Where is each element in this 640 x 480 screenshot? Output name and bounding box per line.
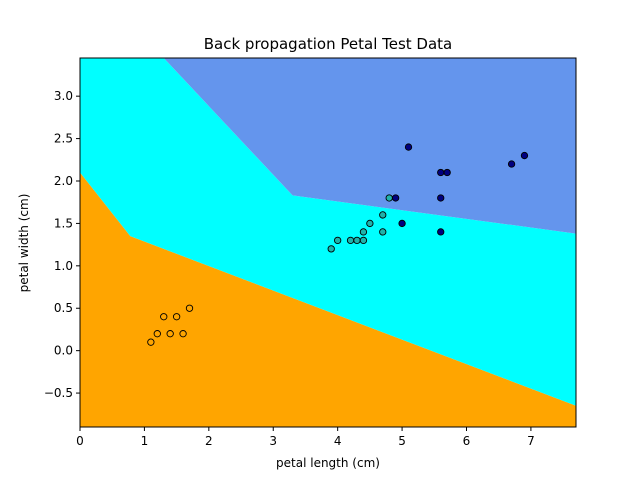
data-point — [172, 313, 181, 321]
data-point — [160, 313, 168, 321]
decision-region-0 — [80, 172, 576, 427]
x-tick-label: 0 — [76, 434, 84, 448]
y-tick-label: 3.0 — [54, 89, 73, 103]
y-tick-label: −0.5 — [44, 386, 73, 400]
data-point — [153, 330, 161, 338]
data-point — [398, 219, 406, 228]
data-point — [437, 194, 445, 202]
x-tick-label: 1 — [141, 434, 149, 448]
x-tick-label: 3 — [269, 434, 277, 448]
data-point — [443, 168, 451, 177]
y-axis-ticks: −0.5 0.0 0.5 1.0 1.5 2.0 2.5 3.0 — [44, 89, 80, 400]
data-point — [437, 168, 445, 177]
chart-title: Back propagation Petal Test Data — [204, 35, 453, 53]
decision-region-2 — [163, 58, 576, 234]
data-point — [185, 304, 194, 312]
x-tick-label: 7 — [527, 434, 535, 448]
data-point — [391, 194, 400, 202]
x-tick-label: 6 — [463, 434, 471, 448]
data-point — [327, 245, 335, 253]
data-point — [404, 143, 413, 151]
y-axis-label: petal width (cm) — [17, 194, 31, 293]
data-point — [334, 236, 342, 245]
data-point — [147, 338, 155, 346]
decision-region-1 — [80, 58, 576, 406]
data-point — [520, 151, 529, 160]
data-point — [359, 228, 368, 236]
data-point — [359, 236, 368, 245]
data-point — [437, 228, 445, 236]
x-tick-label: 4 — [334, 434, 342, 448]
x-tick-label: 2 — [205, 434, 213, 448]
data-point — [346, 236, 355, 245]
data-point — [385, 194, 393, 202]
y-tick-label: 0.0 — [54, 344, 73, 358]
data-point — [379, 211, 387, 219]
data-points — [147, 143, 529, 346]
data-point — [353, 236, 361, 245]
data-point — [166, 330, 174, 338]
data-point — [507, 160, 516, 168]
x-tick-label: 5 — [398, 434, 406, 448]
y-tick-label: 0.5 — [54, 301, 73, 315]
plot-frame — [79, 57, 577, 428]
data-point — [379, 228, 387, 236]
x-axis-label: petal length (cm) — [276, 456, 380, 470]
y-tick-label: 2.0 — [54, 174, 73, 188]
decision-regions — [80, 58, 576, 427]
data-point — [179, 330, 187, 338]
y-tick-label: 2.5 — [54, 132, 73, 146]
data-point — [366, 219, 374, 228]
y-tick-label: 1.0 — [54, 259, 73, 273]
x-axis-ticks: 0 1 2 3 4 5 6 7 — [76, 427, 535, 448]
y-tick-label: 1.5 — [54, 216, 73, 230]
